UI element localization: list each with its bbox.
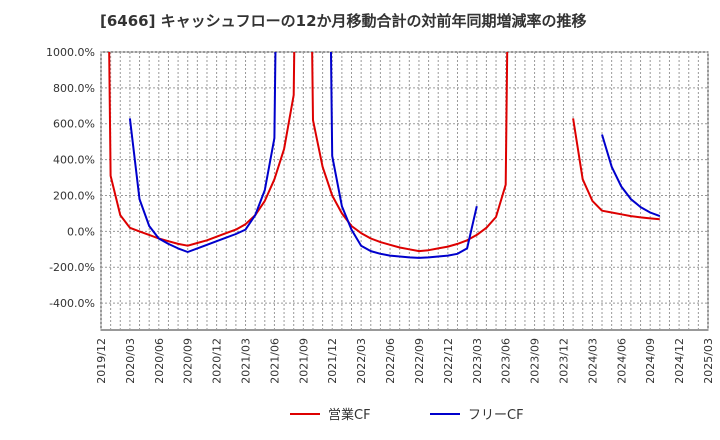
axis-layer: 1000.0% 800.0% 600.0% 400.0% 200.0% 0.0% -200.…	[46, 46, 715, 384]
series-2	[128, 52, 661, 259]
x-tick-label: 2023/12	[557, 338, 570, 384]
chart-title: [6466] キャッシュフローの12か月移動合計の対前年同期増減率の推移	[100, 12, 587, 30]
legend-label: フリーCF	[468, 408, 524, 423]
x-tick-label: 2023/09	[529, 338, 542, 384]
x-tick-label: 2021/09	[297, 338, 310, 384]
series-layer	[108, 52, 661, 259]
x-tick-label: 2022/09	[413, 338, 426, 384]
x-tick-label: 2024/03	[586, 338, 599, 384]
series-line	[572, 118, 660, 221]
series-line	[329, 52, 478, 259]
y-tick-label: -200.0%	[49, 261, 95, 274]
y-tick-label: 1000.0%	[46, 46, 95, 59]
x-tick-label: 2020/09	[182, 338, 195, 384]
x-tick-label: 2021/03	[240, 338, 253, 384]
legend-label: 営業CF	[328, 407, 371, 423]
x-tick-label: 2020/12	[211, 338, 224, 384]
legend: 営業CF フリーCF	[290, 407, 524, 423]
x-tick-label: 2021/12	[326, 338, 339, 384]
y-tick-label: 800.0%	[53, 82, 95, 95]
x-tick-label: 2024/06	[615, 338, 628, 384]
x-tick-label: 2020/06	[153, 338, 166, 384]
y-tick-label: 600.0%	[53, 118, 95, 131]
series-line	[128, 52, 277, 253]
y-tick-label: 0.0%	[67, 225, 95, 238]
plot-area	[100, 51, 709, 331]
y-tick-label: -400.0%	[49, 297, 95, 310]
x-tick-label: 2020/03	[124, 338, 137, 384]
y-tick-label: 200.0%	[53, 189, 95, 202]
x-tick-label: 2019/12	[95, 338, 108, 384]
x-tick-label: 2021/06	[268, 338, 281, 384]
x-tick-label: 2022/12	[442, 338, 455, 384]
x-tick-label: 2024/12	[673, 338, 686, 384]
x-tick-label: 2023/06	[500, 338, 513, 384]
x-tick-label: 2024/09	[644, 338, 657, 384]
series-1	[108, 52, 660, 253]
x-tick-label: 2025/03	[702, 338, 715, 384]
y-tick-label: 400.0%	[53, 154, 95, 167]
series-line	[108, 52, 509, 253]
x-tick-label: 2022/06	[384, 338, 397, 384]
x-tick-label: 2023/03	[471, 338, 484, 384]
grid-layer	[100, 51, 709, 331]
series-line	[601, 134, 661, 218]
x-tick-label: 2022/03	[355, 338, 368, 384]
